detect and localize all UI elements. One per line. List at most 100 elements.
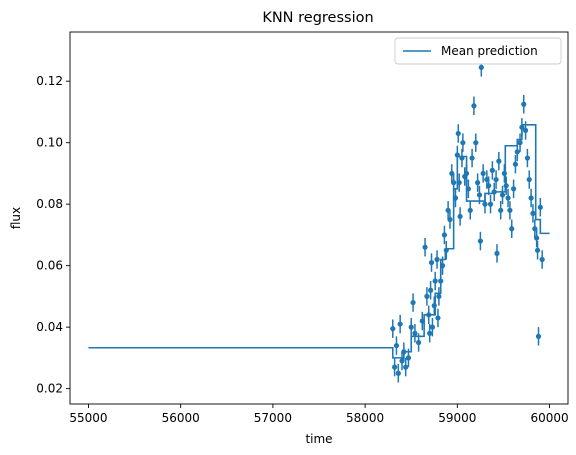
data-point (499, 192, 506, 198)
data-point (522, 127, 529, 133)
data-point (460, 140, 466, 146)
data-point (477, 238, 483, 244)
y-tick-label: 0.06 (36, 259, 63, 273)
data-point (509, 226, 515, 232)
data-point (392, 364, 398, 370)
data-point (457, 213, 463, 220)
data-point (428, 259, 435, 266)
data-point (429, 324, 436, 330)
data-point (393, 342, 400, 349)
data-point (431, 303, 437, 309)
data-point (517, 140, 523, 146)
data-point (397, 321, 403, 327)
data-point (419, 318, 425, 324)
data-point (434, 256, 440, 263)
data-point (532, 226, 538, 232)
data-point (427, 287, 434, 293)
y-tick-label: 0.10 (36, 136, 63, 150)
data-point (514, 149, 520, 155)
data-point (439, 263, 446, 269)
data-point (505, 195, 511, 201)
data-point (469, 155, 475, 161)
data-point (441, 232, 448, 238)
y-axis-label: flux (9, 207, 23, 229)
data-point (427, 330, 433, 336)
x-tick-label: 56000 (162, 411, 200, 425)
x-tick-label: 55000 (69, 411, 107, 425)
x-axis-label: time (305, 432, 332, 446)
data-point (416, 339, 422, 346)
y-tick-label: 0.12 (36, 74, 63, 88)
data-point (401, 349, 407, 355)
data-point (471, 103, 477, 109)
data-point (519, 124, 525, 130)
data-point (455, 130, 461, 137)
data-point (405, 355, 412, 361)
data-point (537, 204, 543, 210)
data-point (432, 278, 438, 284)
chart-title: KNN regression (262, 10, 373, 26)
data-point (503, 183, 509, 189)
data-point (467, 207, 473, 213)
data-point (475, 180, 481, 186)
data-point (510, 186, 517, 192)
data-point (451, 180, 457, 186)
data-point (489, 167, 495, 173)
y-tick-label: 0.04 (36, 320, 63, 334)
data-point (482, 201, 488, 207)
data-point (473, 140, 479, 146)
y-tick-label: 0.08 (36, 197, 63, 211)
data-point (487, 201, 494, 207)
data-point (459, 155, 465, 161)
data-point (412, 330, 418, 336)
x-tick-label: 57000 (254, 411, 292, 425)
y-tick-label: 0.02 (36, 382, 63, 396)
data-point (484, 176, 490, 183)
data-point (535, 333, 542, 339)
data-point (399, 358, 405, 364)
data-point (498, 207, 504, 213)
data-point (496, 158, 502, 164)
data-point (491, 189, 497, 195)
data-point (521, 101, 527, 107)
data-point (452, 195, 459, 201)
data-point (426, 312, 432, 318)
data-point (494, 250, 500, 256)
data-point (478, 64, 484, 70)
data-point (422, 244, 428, 250)
legend: Mean prediction (394, 37, 562, 65)
plot-frame (69, 31, 569, 405)
axis-ticks: 55000 56000 57000 58000 59000 60000 0.02 0.04 0.… (36, 74, 568, 425)
data-point (424, 293, 430, 299)
data-point (410, 299, 416, 306)
data-point (447, 216, 453, 223)
data-point (501, 170, 507, 177)
x-tick-label: 60000 (530, 411, 568, 425)
data-point (526, 176, 532, 183)
data-points (390, 64, 545, 376)
mean-prediction-line (88, 124, 550, 359)
data-point (438, 278, 444, 284)
data-point (539, 256, 545, 263)
data-point (465, 186, 471, 192)
data-point (456, 180, 462, 186)
prediction-line-layer (88, 124, 550, 359)
data-point (403, 364, 409, 370)
data-point (528, 195, 534, 201)
data-point (476, 192, 483, 198)
data-point (454, 152, 460, 158)
data-point (512, 161, 519, 167)
x-tick-label: 59000 (438, 411, 476, 425)
data-point (408, 324, 414, 330)
data-point (480, 170, 486, 177)
data-point (395, 370, 401, 376)
data-point (486, 183, 492, 189)
data-point (493, 176, 499, 183)
data-point (507, 207, 513, 213)
data-point (435, 315, 441, 321)
data-point (445, 207, 451, 213)
data-point (436, 293, 442, 299)
data-point (463, 170, 470, 177)
